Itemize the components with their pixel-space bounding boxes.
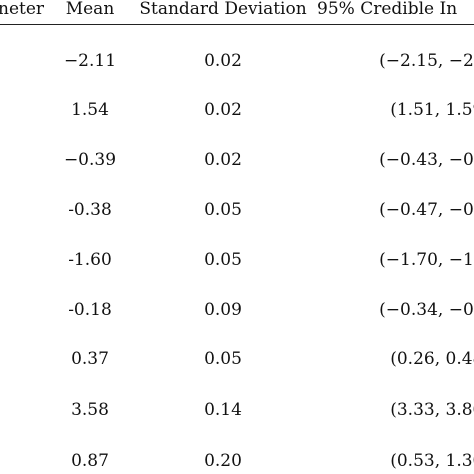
header-mean: Mean [65, 0, 115, 19]
cell-mean: -0.18 [68, 300, 112, 320]
cell-mean: 1.54 [71, 100, 109, 120]
cell-credible-interval: (−2.15, −2.0 [379, 51, 474, 71]
cell-standard-deviation: 0.05 [204, 349, 242, 369]
cell-standard-deviation: 0.02 [204, 51, 242, 71]
cell-credible-interval: (−0.47, −0.2 [379, 200, 474, 220]
cell-mean: -1.60 [68, 250, 112, 270]
header-parameter: neter [0, 0, 45, 19]
header-standard-deviation: Standard Deviation [139, 0, 307, 19]
cell-credible-interval: (0.26, 0.48) [390, 349, 474, 369]
cell-credible-interval: (0.53, 1.30) [390, 451, 474, 471]
cell-standard-deviation: 0.02 [204, 100, 242, 120]
cell-credible-interval: (−0.43, −0.3 [379, 150, 474, 170]
header-credible-interval: 95% Credible In [317, 0, 458, 19]
cell-credible-interval: (3.33, 3.86) [390, 400, 474, 420]
cell-standard-deviation: 0.05 [204, 250, 242, 270]
cell-mean: 0.37 [71, 349, 109, 369]
cell-mean: 0.87 [71, 451, 109, 471]
cell-credible-interval: (−1.70, −1.5 [379, 250, 474, 270]
cell-standard-deviation: 0.14 [204, 400, 242, 420]
header-rule [0, 24, 474, 25]
cell-mean: −2.11 [63, 51, 117, 71]
cell-mean: −0.39 [63, 150, 117, 170]
cell-standard-deviation: 0.02 [204, 150, 242, 170]
cell-standard-deviation: 0.05 [204, 200, 242, 220]
cell-credible-interval: (1.51, 1.59) [390, 100, 474, 120]
cell-mean: 3.58 [71, 400, 109, 420]
cell-credible-interval: (−0.34, −0.0 [379, 300, 474, 320]
cell-standard-deviation: 0.09 [204, 300, 242, 320]
cell-standard-deviation: 0.20 [204, 451, 242, 471]
cell-mean: -0.38 [68, 200, 112, 220]
